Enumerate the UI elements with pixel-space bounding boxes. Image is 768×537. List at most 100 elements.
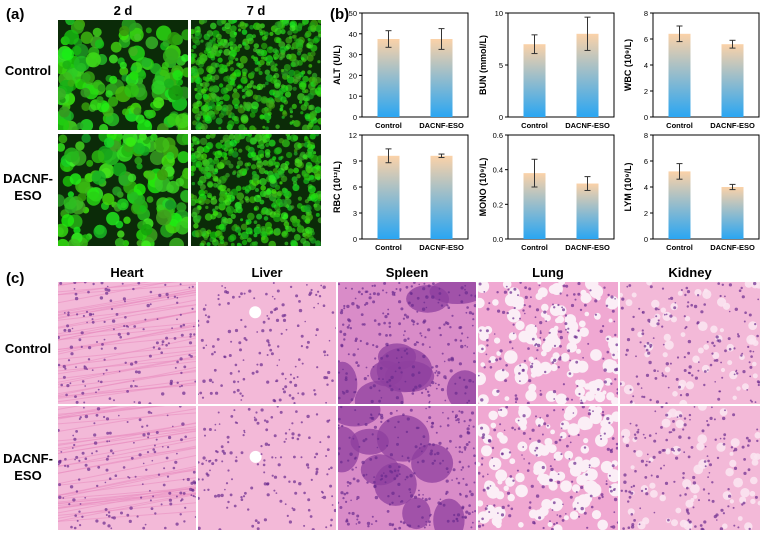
cell-blob <box>245 219 249 223</box>
cell-blob <box>227 120 235 128</box>
cell-blob <box>317 117 321 125</box>
cell-blob <box>233 88 238 93</box>
cell-blob <box>192 106 200 114</box>
cell-blob <box>317 20 321 24</box>
cell-blob <box>312 37 319 44</box>
cell-blob <box>218 112 225 119</box>
cell-blob <box>292 184 300 192</box>
cell-blob <box>196 76 200 80</box>
cell-blob <box>193 223 199 229</box>
cell-blob <box>176 134 188 146</box>
cell-blob <box>280 104 284 109</box>
cell-blob <box>81 102 91 111</box>
cell-blob <box>262 125 266 129</box>
cell-blob <box>249 25 254 30</box>
cell-blob <box>205 41 212 49</box>
cell-blob <box>241 29 248 35</box>
he-image-lung-dacnf <box>478 406 618 530</box>
cell-blob <box>266 46 274 54</box>
cell-blob <box>191 49 194 53</box>
cell-blob <box>86 191 101 206</box>
cell-blob <box>211 134 216 137</box>
cell-blob <box>201 20 208 24</box>
cell-blob <box>310 44 318 52</box>
cell-blob <box>134 156 143 165</box>
cell-blob <box>279 56 283 61</box>
cell-blob <box>214 150 222 159</box>
y-tick-label: 20 <box>349 71 357 80</box>
cell-blob <box>208 85 217 93</box>
cell-blob <box>260 230 267 237</box>
cell-blob <box>253 48 257 52</box>
cell-blob <box>146 196 154 203</box>
y-tick-label: 6 <box>644 35 648 44</box>
cell-blob <box>217 185 224 191</box>
panel-c-col-lung: Lung <box>532 265 564 280</box>
cell-blob <box>166 151 175 160</box>
cell-blob <box>226 104 233 112</box>
category-label: Control <box>375 243 402 252</box>
cell-blob <box>274 227 281 234</box>
cell-blob <box>304 204 312 213</box>
cell-blob <box>119 25 130 37</box>
cell-blob <box>220 139 224 144</box>
cell-blob <box>219 193 227 201</box>
cell-blob <box>133 183 146 196</box>
cell-blob <box>214 205 219 210</box>
cell-blob <box>234 147 238 151</box>
cell-blob <box>199 242 205 246</box>
cell-blob <box>296 174 301 179</box>
cell-blob <box>306 124 313 130</box>
cell-blob <box>286 76 295 84</box>
cell-blob <box>216 38 223 44</box>
cell-blob <box>73 226 81 234</box>
cell-blob <box>217 179 222 184</box>
cell-blob <box>285 43 291 50</box>
cell-blob <box>301 21 306 26</box>
panel-a-row-control: Control <box>4 63 52 78</box>
cell-blob <box>303 136 309 142</box>
cell-blob <box>238 28 242 32</box>
cell-blob <box>202 105 210 112</box>
he-image-liver-control <box>198 282 336 404</box>
cell-blob <box>244 23 249 27</box>
cell-blob <box>103 137 115 148</box>
fluorescence-image-control-2d <box>58 20 188 130</box>
cell-blob <box>312 125 320 130</box>
cell-blob <box>222 134 230 142</box>
cell-blob <box>260 209 266 215</box>
cell-blob <box>245 89 254 97</box>
bar <box>377 39 400 117</box>
panel-a-col-2d: 2 d <box>113 3 133 18</box>
cell-blob <box>228 55 234 62</box>
cell-blob <box>257 144 261 149</box>
cell-blob <box>297 223 301 227</box>
cell-blob <box>300 104 308 111</box>
cell-blob <box>215 225 220 230</box>
cell-blob <box>280 29 286 35</box>
cell-blob <box>252 94 258 100</box>
category-label: DACNF-ESO <box>710 121 755 130</box>
cell-blob <box>253 220 258 224</box>
cell-blob <box>156 25 172 41</box>
cell-blob <box>204 76 210 82</box>
cell-blob <box>293 120 301 128</box>
cell-blob <box>213 74 220 81</box>
cell-blob <box>157 123 169 130</box>
cell-blob <box>149 150 165 166</box>
y-tick-label: 0 <box>499 113 503 122</box>
cell-blob <box>114 237 125 246</box>
cell-blob <box>80 72 91 83</box>
category-label: DACNF-ESO <box>565 243 610 252</box>
y-tick-label: 2 <box>644 209 648 218</box>
y-tick-label: 12 <box>349 131 357 140</box>
cell-blob <box>238 124 246 130</box>
cell-blob <box>182 168 188 179</box>
cell-blob <box>302 154 308 160</box>
cell-blob <box>293 167 299 174</box>
cell-blob <box>204 213 213 221</box>
cell-blob <box>261 107 268 114</box>
cell-blob <box>161 61 170 70</box>
cell-blob <box>313 81 318 86</box>
cell-blob <box>259 199 265 205</box>
